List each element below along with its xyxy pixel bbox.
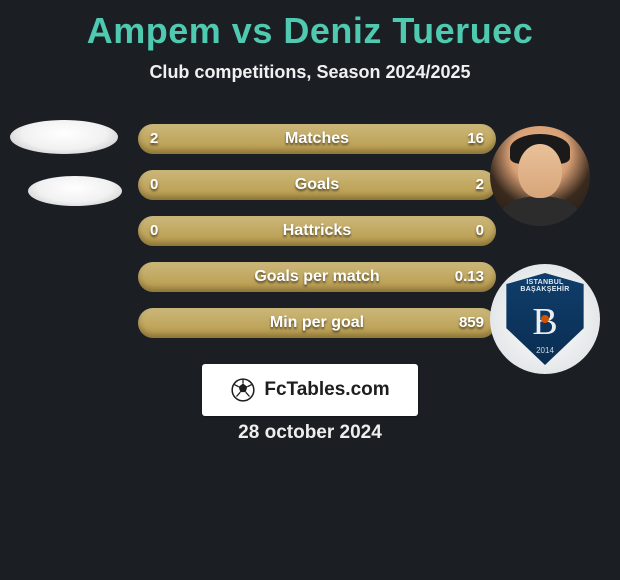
left-placeholder-1 xyxy=(10,120,118,154)
snapshot-date: 28 october 2024 xyxy=(0,422,620,444)
stat-label: Hattricks xyxy=(138,216,496,246)
stat-label: Min per goal xyxy=(138,308,496,338)
club-badge: ISTANBUL BAŞAKŞEHİR B 2014 xyxy=(490,264,600,374)
football-icon xyxy=(230,377,256,403)
club-dot-icon xyxy=(541,315,549,323)
brand-box: FcTables.com xyxy=(202,364,418,416)
club-year: 2014 xyxy=(503,346,587,355)
left-placeholder-2 xyxy=(28,176,122,206)
brand-text: FcTables.com xyxy=(264,379,389,401)
club-shield-icon: ISTANBUL BAŞAKŞEHİR B 2014 xyxy=(503,273,587,365)
stat-label: Goals per match xyxy=(138,262,496,292)
stat-row: Min per goal 859 xyxy=(138,308,496,338)
stat-right-value: 16 xyxy=(467,124,484,154)
stat-row: Goals per match 0.13 xyxy=(138,262,496,292)
stat-label: Matches xyxy=(138,124,496,154)
stat-right-value: 859 xyxy=(459,308,484,338)
stat-right-value: 2 xyxy=(476,170,484,200)
season-subtitle: Club competitions, Season 2024/2025 xyxy=(0,62,620,83)
stat-right-value: 0.13 xyxy=(455,262,484,292)
page-title: Ampem vs Deniz Tueruec xyxy=(0,0,620,52)
stat-row: 0 Hattricks 0 xyxy=(138,216,496,246)
club-name-arc: ISTANBUL BAŞAKŞEHİR xyxy=(511,279,579,293)
stat-right-value: 0 xyxy=(476,216,484,246)
player-photo xyxy=(490,126,590,226)
stat-row: 0 Goals 2 xyxy=(138,170,496,200)
stats-bars: 2 Matches 16 0 Goals 2 0 Hattricks 0 Goa… xyxy=(138,124,496,354)
stat-label: Goals xyxy=(138,170,496,200)
stat-row: 2 Matches 16 xyxy=(138,124,496,154)
